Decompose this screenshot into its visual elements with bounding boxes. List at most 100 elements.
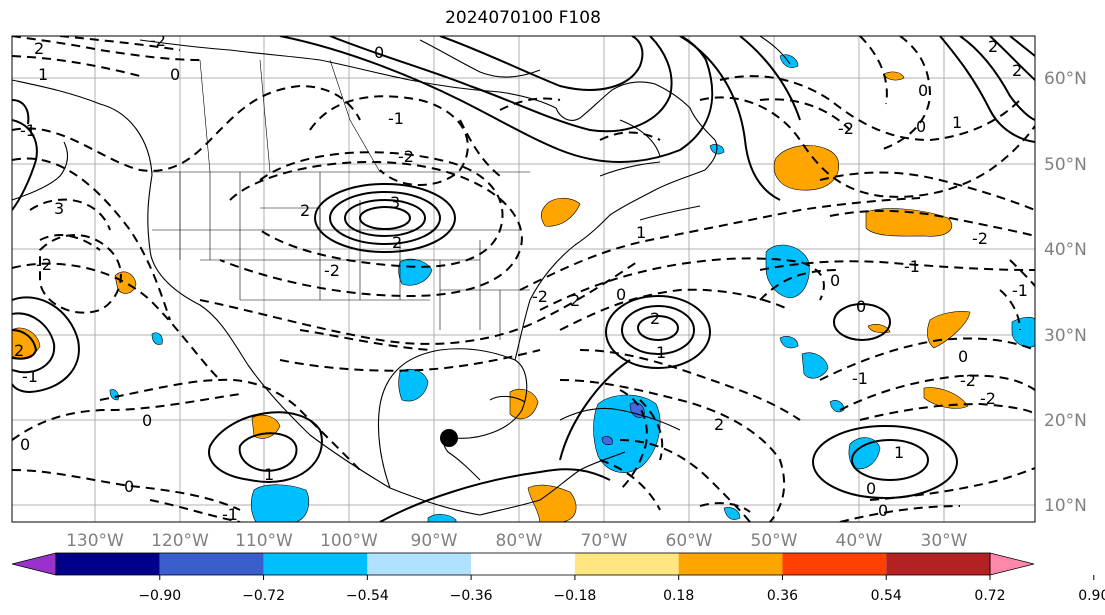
contour-label: 2	[650, 309, 660, 328]
positive-area	[923, 387, 969, 409]
colorbar-tick-label: 0.90	[1078, 588, 1105, 604]
contour-label: 2	[34, 39, 44, 58]
contour-label: -1	[1012, 281, 1028, 300]
longitude-label: 60°W	[666, 531, 713, 551]
positive-area	[540, 197, 581, 227]
contour-label: -2	[532, 287, 548, 306]
colorbar-segment	[159, 553, 264, 575]
contour-labels: 2 1 0 -2 -1 -2 3 2 3 -2 2 0 -1 -2 -2 2 1…	[14, 31, 1028, 524]
contour-label: 1	[38, 65, 48, 84]
colorbar-tick-label: −0.18	[553, 588, 596, 604]
negative-area	[848, 437, 881, 470]
negative-area	[109, 389, 119, 401]
colorbar-segment	[574, 553, 679, 575]
negative-area	[779, 336, 799, 349]
contours-solid	[12, 36, 1035, 522]
contour-label: -2	[324, 261, 340, 280]
contour-label: 1	[894, 443, 904, 462]
contours-dashed	[12, 36, 1035, 522]
contour-label: 2	[14, 341, 24, 360]
contour-label: 0	[124, 477, 134, 496]
contour-label: -2	[150, 31, 166, 50]
contour-label: 0	[20, 435, 30, 454]
longitude-label: 50°W	[751, 531, 798, 551]
contour-label: 2	[1012, 61, 1022, 80]
contour-label: 2	[392, 233, 402, 252]
negative-area	[1011, 316, 1035, 348]
contour-label: 2	[988, 37, 998, 56]
longitude-labels: 130°W 120°W 110°W 100°W 90°W 80°W 70°W 60°W 50°W…	[66, 531, 968, 551]
latitude-label: 20°N	[1044, 411, 1087, 431]
colorbar-extend-low	[11, 552, 57, 576]
positive-area	[865, 208, 953, 237]
contour-label: -1	[852, 369, 868, 388]
colorbar-segment	[263, 553, 368, 575]
contour-label: 0	[830, 271, 840, 290]
colorbar-tick-label: −0.36	[450, 588, 493, 604]
colorbar-segment	[678, 553, 783, 575]
negative-area	[398, 258, 433, 286]
contour-label: 3	[390, 193, 400, 212]
negative-area	[151, 332, 163, 345]
contour-label: 0	[170, 65, 180, 84]
graticule	[12, 36, 1035, 522]
longitude-label: 40°W	[836, 531, 883, 551]
colorbar-tick-label: 0.18	[663, 588, 694, 604]
strong-negative-area	[601, 436, 613, 446]
map-title: 2024070100 F108	[445, 8, 601, 28]
latitude-label: 10°N	[1044, 496, 1087, 516]
colorbar-frame	[55, 552, 991, 576]
contour-label: -1	[20, 121, 36, 140]
contour-label: 1	[952, 113, 962, 132]
colorbar-tick-label: 0.36	[767, 588, 798, 604]
contour-label: -1	[222, 505, 238, 524]
negative-area	[250, 484, 309, 522]
contour-label: 2	[570, 291, 580, 310]
map-frame	[11, 35, 1036, 523]
contour-label: 3	[54, 199, 64, 218]
latitude-label: 50°N	[1044, 155, 1087, 175]
contour-label: -2	[972, 229, 988, 248]
colorbar-segment	[886, 553, 990, 575]
latitude-label: 30°N	[1044, 326, 1087, 346]
colorbar-segment	[782, 553, 887, 575]
colorbar-tick-label: −0.72	[242, 588, 285, 604]
contour-label: 0	[866, 479, 876, 498]
colorbar-tick-label: 0.54	[871, 588, 902, 604]
colorbar-tick-label: 0.72	[974, 588, 1005, 604]
contour-label: 0	[142, 411, 152, 430]
contour-label: -1	[22, 367, 38, 386]
longitude-label: 30°W	[921, 531, 968, 551]
longitude-label: 130°W	[66, 531, 124, 551]
negative-area	[723, 507, 741, 520]
contour-label: 0	[616, 285, 626, 304]
contour-label: -2	[980, 389, 996, 408]
contour-label: 2	[714, 415, 724, 434]
contour-label: -1	[904, 257, 920, 276]
negative-area	[427, 514, 457, 522]
longitude-label: 90°W	[411, 531, 458, 551]
colorbar: −0.90 −0.72 −0.54 −0.36 −0.18 0.18 0.36 0.54 0.7…	[11, 552, 1105, 604]
positive-area	[867, 324, 891, 334]
longitude-label: 110°W	[235, 531, 293, 551]
contour-label: -2	[960, 371, 976, 390]
negative-area	[398, 369, 429, 402]
positive-area	[773, 145, 839, 191]
colorbar-tick-label: −0.54	[346, 588, 389, 604]
storm-position-dot	[440, 429, 458, 447]
colorbar-segment	[471, 553, 575, 575]
contour-label: 0	[374, 43, 384, 62]
colorbar-segment	[367, 553, 472, 575]
contour-label: -2	[36, 255, 52, 274]
latitude-labels: 60°N 50°N 40°N 30°N 20°N 10°N	[1044, 69, 1087, 516]
colorbar-extend-high	[989, 552, 1035, 576]
longitude-label: 70°W	[581, 531, 628, 551]
contour-label: 0	[916, 117, 926, 136]
contour-label: 0	[958, 347, 968, 366]
contour-label: 2	[300, 201, 310, 220]
longitude-label: 80°W	[496, 531, 543, 551]
negative-area	[801, 352, 829, 379]
contour-label: -2	[838, 119, 854, 138]
latitude-label: 40°N	[1044, 240, 1087, 260]
